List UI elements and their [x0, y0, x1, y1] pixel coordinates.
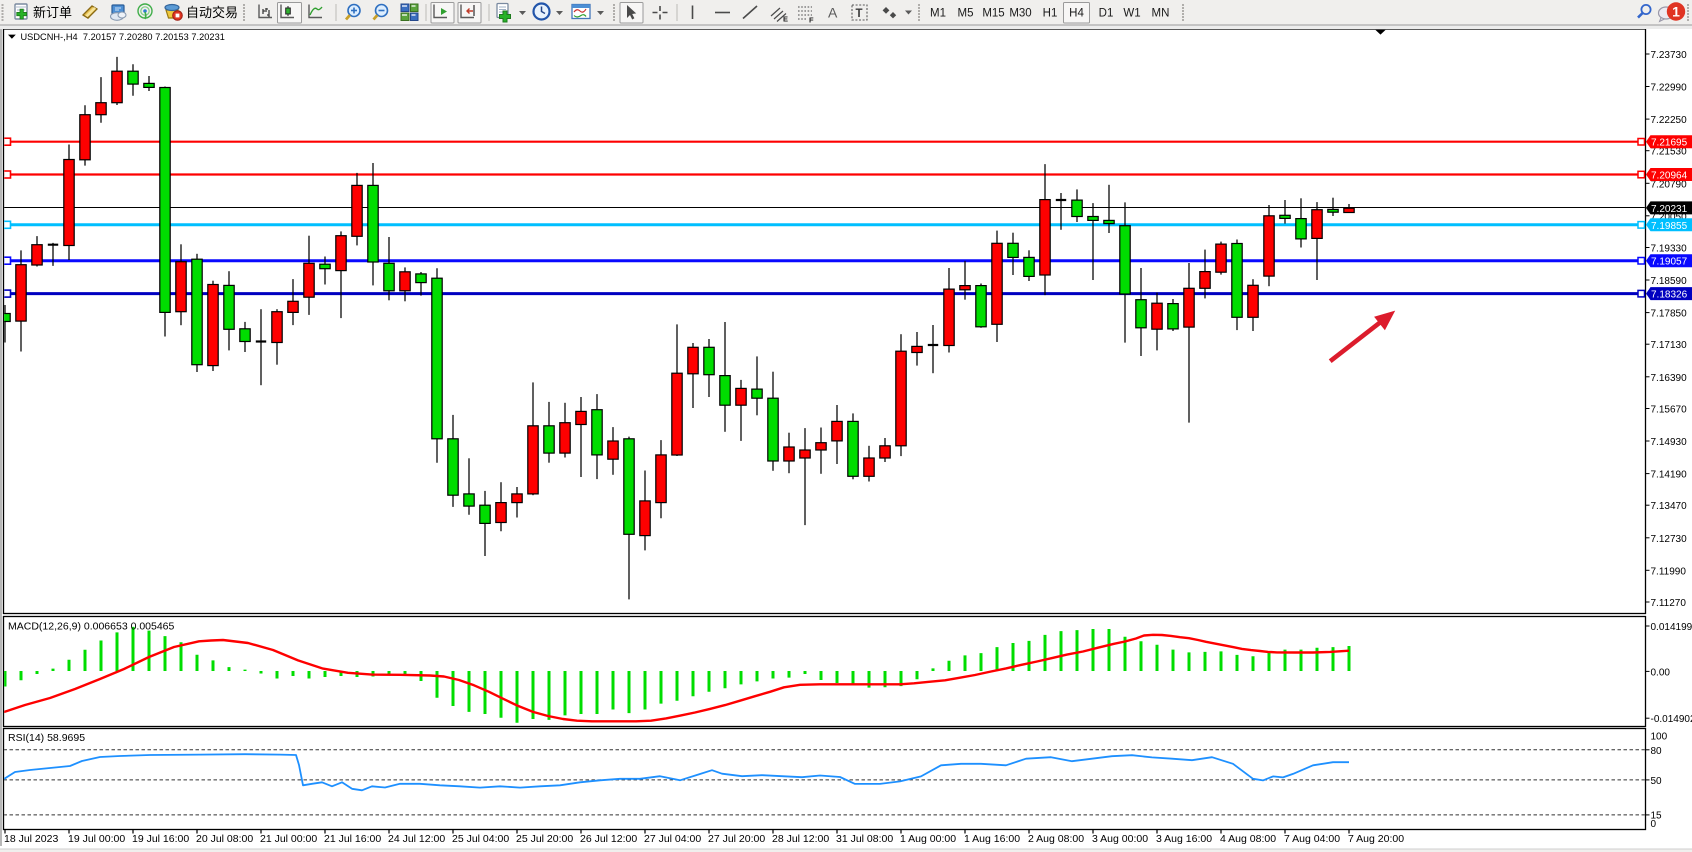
- svg-text:F: F: [809, 16, 814, 25]
- svg-text:1: 1: [1672, 4, 1680, 20]
- svg-text:7.12730: 7.12730: [1651, 534, 1688, 545]
- svg-text:0.014199: 0.014199: [1651, 622, 1692, 633]
- svg-text:15: 15: [1651, 810, 1663, 821]
- svg-text:MN: MN: [1152, 8, 1170, 20]
- svg-text:7.15670: 7.15670: [1651, 405, 1688, 416]
- svg-text:7.16390: 7.16390: [1651, 373, 1688, 384]
- svg-text:7.21530: 7.21530: [1651, 147, 1688, 158]
- svg-text:31 Jul 08:00: 31 Jul 08:00: [836, 833, 893, 845]
- svg-text:7.22990: 7.22990: [1651, 83, 1688, 94]
- svg-text:7 Aug 04:00: 7 Aug 04:00: [1284, 833, 1340, 845]
- svg-text:7.20964: 7.20964: [1651, 171, 1688, 182]
- svg-text:7.22250: 7.22250: [1651, 115, 1688, 126]
- svg-text:24 Jul 12:00: 24 Jul 12:00: [388, 833, 445, 845]
- svg-text:25 Jul 04:00: 25 Jul 04:00: [452, 833, 509, 845]
- svg-text:RSI(14) 58.9695: RSI(14) 58.9695: [8, 732, 85, 744]
- svg-text:26 Jul 12:00: 26 Jul 12:00: [580, 833, 637, 845]
- svg-text:7.20050: 7.20050: [1651, 212, 1688, 223]
- svg-text:-0.014902: -0.014902: [1651, 714, 1692, 725]
- svg-text:M5: M5: [958, 8, 974, 20]
- svg-text:21 Jul 00:00: 21 Jul 00:00: [260, 833, 317, 845]
- svg-text:7.17850: 7.17850: [1651, 309, 1688, 320]
- svg-text:7.20790: 7.20790: [1651, 179, 1688, 190]
- svg-text:20 Jul 08:00: 20 Jul 08:00: [196, 833, 253, 845]
- svg-text:50: 50: [1651, 776, 1663, 787]
- svg-text:19 Jul 00:00: 19 Jul 00:00: [68, 833, 125, 845]
- svg-text:0.00: 0.00: [1651, 667, 1671, 678]
- svg-text:7.18590: 7.18590: [1651, 276, 1688, 287]
- svg-text:T: T: [856, 8, 863, 20]
- svg-text:7.19057: 7.19057: [1651, 257, 1688, 268]
- svg-text:2 Aug 08:00: 2 Aug 08:00: [1028, 833, 1084, 845]
- svg-text:D1: D1: [1099, 8, 1114, 20]
- svg-text:1 Aug 00:00: 1 Aug 00:00: [900, 833, 956, 845]
- svg-text:7.20231: 7.20231: [1651, 204, 1688, 215]
- svg-text:3 Aug 00:00: 3 Aug 00:00: [1092, 833, 1148, 845]
- svg-text:A: A: [828, 5, 838, 21]
- svg-text:80: 80: [1651, 746, 1663, 757]
- svg-text:E: E: [783, 15, 788, 24]
- svg-text:7.14930: 7.14930: [1651, 437, 1688, 448]
- svg-text:H1: H1: [1043, 8, 1058, 20]
- svg-text:18 Jul 2023: 18 Jul 2023: [4, 833, 58, 845]
- svg-text:H4: H4: [1069, 8, 1084, 20]
- svg-text:21 Jul 16:00: 21 Jul 16:00: [324, 833, 381, 845]
- svg-text:7.18326: 7.18326: [1651, 290, 1688, 301]
- svg-text:28 Jul 12:00: 28 Jul 12:00: [772, 833, 829, 845]
- svg-text:7.11270: 7.11270: [1651, 598, 1687, 609]
- svg-text:100: 100: [1651, 731, 1668, 742]
- svg-text:M30: M30: [1009, 8, 1031, 20]
- svg-text:19 Jul 16:00: 19 Jul 16:00: [132, 833, 189, 845]
- svg-text:新订单: 新订单: [33, 5, 72, 20]
- svg-text:MACD(12,26,9) 0.006653 0.00546: MACD(12,26,9) 0.006653 0.005465: [8, 621, 175, 633]
- svg-text:W1: W1: [1123, 8, 1140, 20]
- svg-text:7.19855: 7.19855: [1651, 221, 1688, 232]
- svg-text:7.11990: 7.11990: [1651, 566, 1687, 577]
- svg-text:0: 0: [1651, 819, 1657, 830]
- svg-text:7.19330: 7.19330: [1651, 244, 1688, 255]
- svg-text:1 Aug 16:00: 1 Aug 16:00: [964, 833, 1020, 845]
- svg-text:USDCNH-,H4 7.20157 7.20280 7.: USDCNH-,H4 7.20157 7.20280 7.20153 7.202…: [21, 32, 225, 42]
- svg-text:25 Jul 20:00: 25 Jul 20:00: [516, 833, 573, 845]
- svg-text:7.23730: 7.23730: [1651, 50, 1688, 61]
- svg-text:7 Aug 20:00: 7 Aug 20:00: [1348, 833, 1404, 845]
- svg-text:自动交易: 自动交易: [186, 5, 238, 20]
- svg-text:M15: M15: [982, 8, 1004, 20]
- svg-text:7.14190: 7.14190: [1651, 470, 1688, 481]
- svg-text:M1: M1: [930, 8, 946, 20]
- svg-text:27 Jul 20:00: 27 Jul 20:00: [708, 833, 765, 845]
- svg-text:7.21695: 7.21695: [1651, 138, 1688, 149]
- svg-text:27 Jul 04:00: 27 Jul 04:00: [644, 833, 701, 845]
- svg-text:4 Aug 08:00: 4 Aug 08:00: [1220, 833, 1276, 845]
- svg-text:7.17130: 7.17130: [1651, 340, 1688, 351]
- svg-text:3 Aug 16:00: 3 Aug 16:00: [1156, 833, 1212, 845]
- svg-text:7.13470: 7.13470: [1651, 501, 1688, 512]
